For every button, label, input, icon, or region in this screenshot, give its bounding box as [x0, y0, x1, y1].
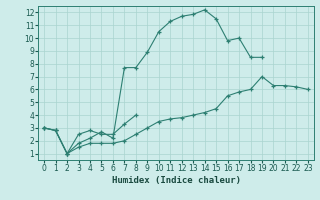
X-axis label: Humidex (Indice chaleur): Humidex (Indice chaleur): [111, 176, 241, 185]
